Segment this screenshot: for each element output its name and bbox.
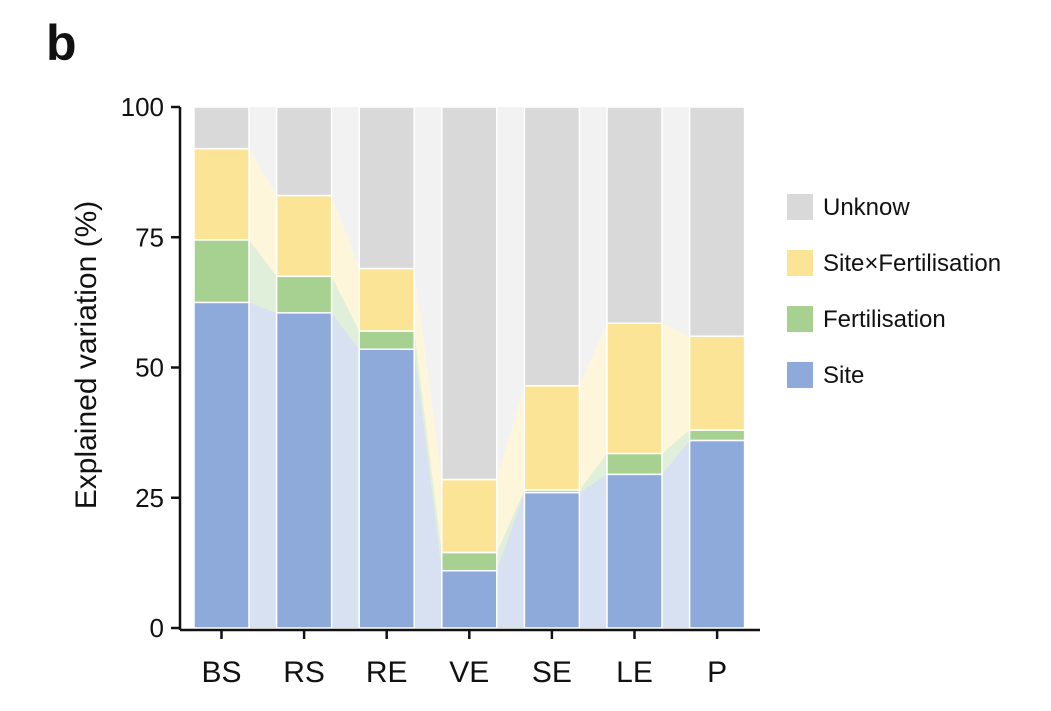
y-tick-label-75: 75 — [135, 222, 164, 252]
bar-rs-site — [275, 312, 333, 629]
bar-re-unknow — [358, 106, 415, 270]
connector-fertilisation-rs-re — [331, 276, 360, 350]
x-tick-label-rs: RS — [283, 656, 325, 689]
legend-label-unknow: Unknow — [823, 194, 910, 221]
bar-le-site-fertilisation — [606, 322, 663, 455]
bar-ve-unknow — [441, 106, 498, 481]
connector-site-fertilisation-bs-rs — [249, 148, 277, 277]
bar-le-site — [606, 473, 663, 629]
connector-unknow-rs-re — [331, 107, 360, 269]
connector-site-fertilisation-re-ve — [414, 268, 442, 553]
y-axis-label: Explained variation (%) — [70, 201, 103, 509]
bar-layer — [193, 106, 746, 629]
connector-site-fertilisation-se-le — [579, 323, 607, 490]
y-tick-label-100: 100 — [121, 92, 164, 122]
bar-bs-unknow — [193, 106, 250, 150]
bar-p-unknow — [688, 106, 746, 337]
bar-p-site-fertilisation — [688, 335, 746, 431]
connector-site-fertilisation-le-p — [662, 323, 690, 454]
bar-bs-site — [193, 301, 250, 629]
connector-fertilisation-bs-rs — [249, 239, 277, 313]
connector-site-fertilisation-ve-se — [496, 385, 525, 553]
bar-ve-site — [441, 569, 498, 629]
panel-label: b — [46, 15, 77, 71]
connector-unknow-le-p — [662, 107, 690, 337]
x-tick-label-se: SE — [532, 656, 572, 689]
bar-se-site-fertilisation — [523, 384, 581, 491]
bar-ve-fertilisation — [441, 551, 498, 572]
legend-swatch-fertilisation — [787, 306, 813, 332]
x-tick-label-le: LE — [616, 656, 653, 689]
connector-unknow-se-le — [579, 107, 607, 386]
connector-fertilisation-ve-se — [496, 489, 525, 571]
bar-bs-fertilisation — [193, 239, 250, 304]
axes-layer: 0 25 50 75 100 BS RS RE VE SE LE P Explained variati… — [70, 92, 760, 689]
y-tick-label-50: 50 — [135, 353, 164, 383]
connector-site-se-le — [579, 474, 607, 628]
legend-label-site-fertilisation: Site×Fertilisation — [823, 250, 1002, 277]
legend-swatch-site — [787, 362, 813, 388]
bar-re-fertilisation — [358, 330, 415, 351]
x-tick-label-ve: VE — [449, 656, 489, 689]
bar-rs-site-fertilisation — [275, 194, 333, 278]
x-tick-label-re: RE — [366, 656, 408, 689]
legend-swatch-site-fertilisation — [787, 250, 813, 276]
bar-rs-fertilisation — [275, 275, 333, 314]
bar-p-site — [688, 439, 746, 629]
legend-swatch-unknow — [787, 194, 813, 220]
x-tick-label-p: P — [707, 656, 727, 689]
bar-ve-site-fertilisation — [441, 478, 498, 554]
bar-se-site — [523, 491, 581, 629]
y-tick-label-0: 0 — [150, 613, 164, 643]
connector-site-fertilisation-rs-re — [331, 195, 360, 332]
y-tick-label-25: 25 — [135, 483, 164, 513]
connector-site-ve-se — [496, 492, 525, 628]
bar-re-site-fertilisation — [358, 267, 415, 332]
bar-le-fertilisation — [606, 452, 663, 476]
connector-site-le-p — [662, 440, 690, 628]
legend-label-fertilisation: Fertilisation — [823, 306, 946, 333]
bar-rs-unknow — [275, 106, 333, 197]
connector-fertilisation-se-le — [579, 453, 607, 493]
bar-bs-site-fertilisation — [193, 147, 250, 241]
connector-layer — [249, 107, 690, 628]
legend-label-site: Site — [823, 362, 865, 389]
connector-site-bs-rs — [249, 302, 277, 628]
connector-unknow-re-ve — [414, 107, 442, 480]
bar-se-unknow — [523, 106, 581, 387]
connector-fertilisation-le-p — [662, 430, 690, 475]
connector-fertilisation-re-ve — [414, 331, 442, 571]
bar-p-fertilisation — [688, 429, 746, 442]
connector-unknow-bs-rs — [249, 107, 277, 196]
connector-site-re-ve — [414, 349, 442, 628]
connector-site-rs-re — [331, 312, 360, 628]
connector-unknow-ve-se — [496, 107, 525, 480]
x-tick-label-bs: BS — [201, 656, 241, 689]
bar-le-unknow — [606, 106, 663, 324]
bar-re-site — [358, 348, 415, 629]
